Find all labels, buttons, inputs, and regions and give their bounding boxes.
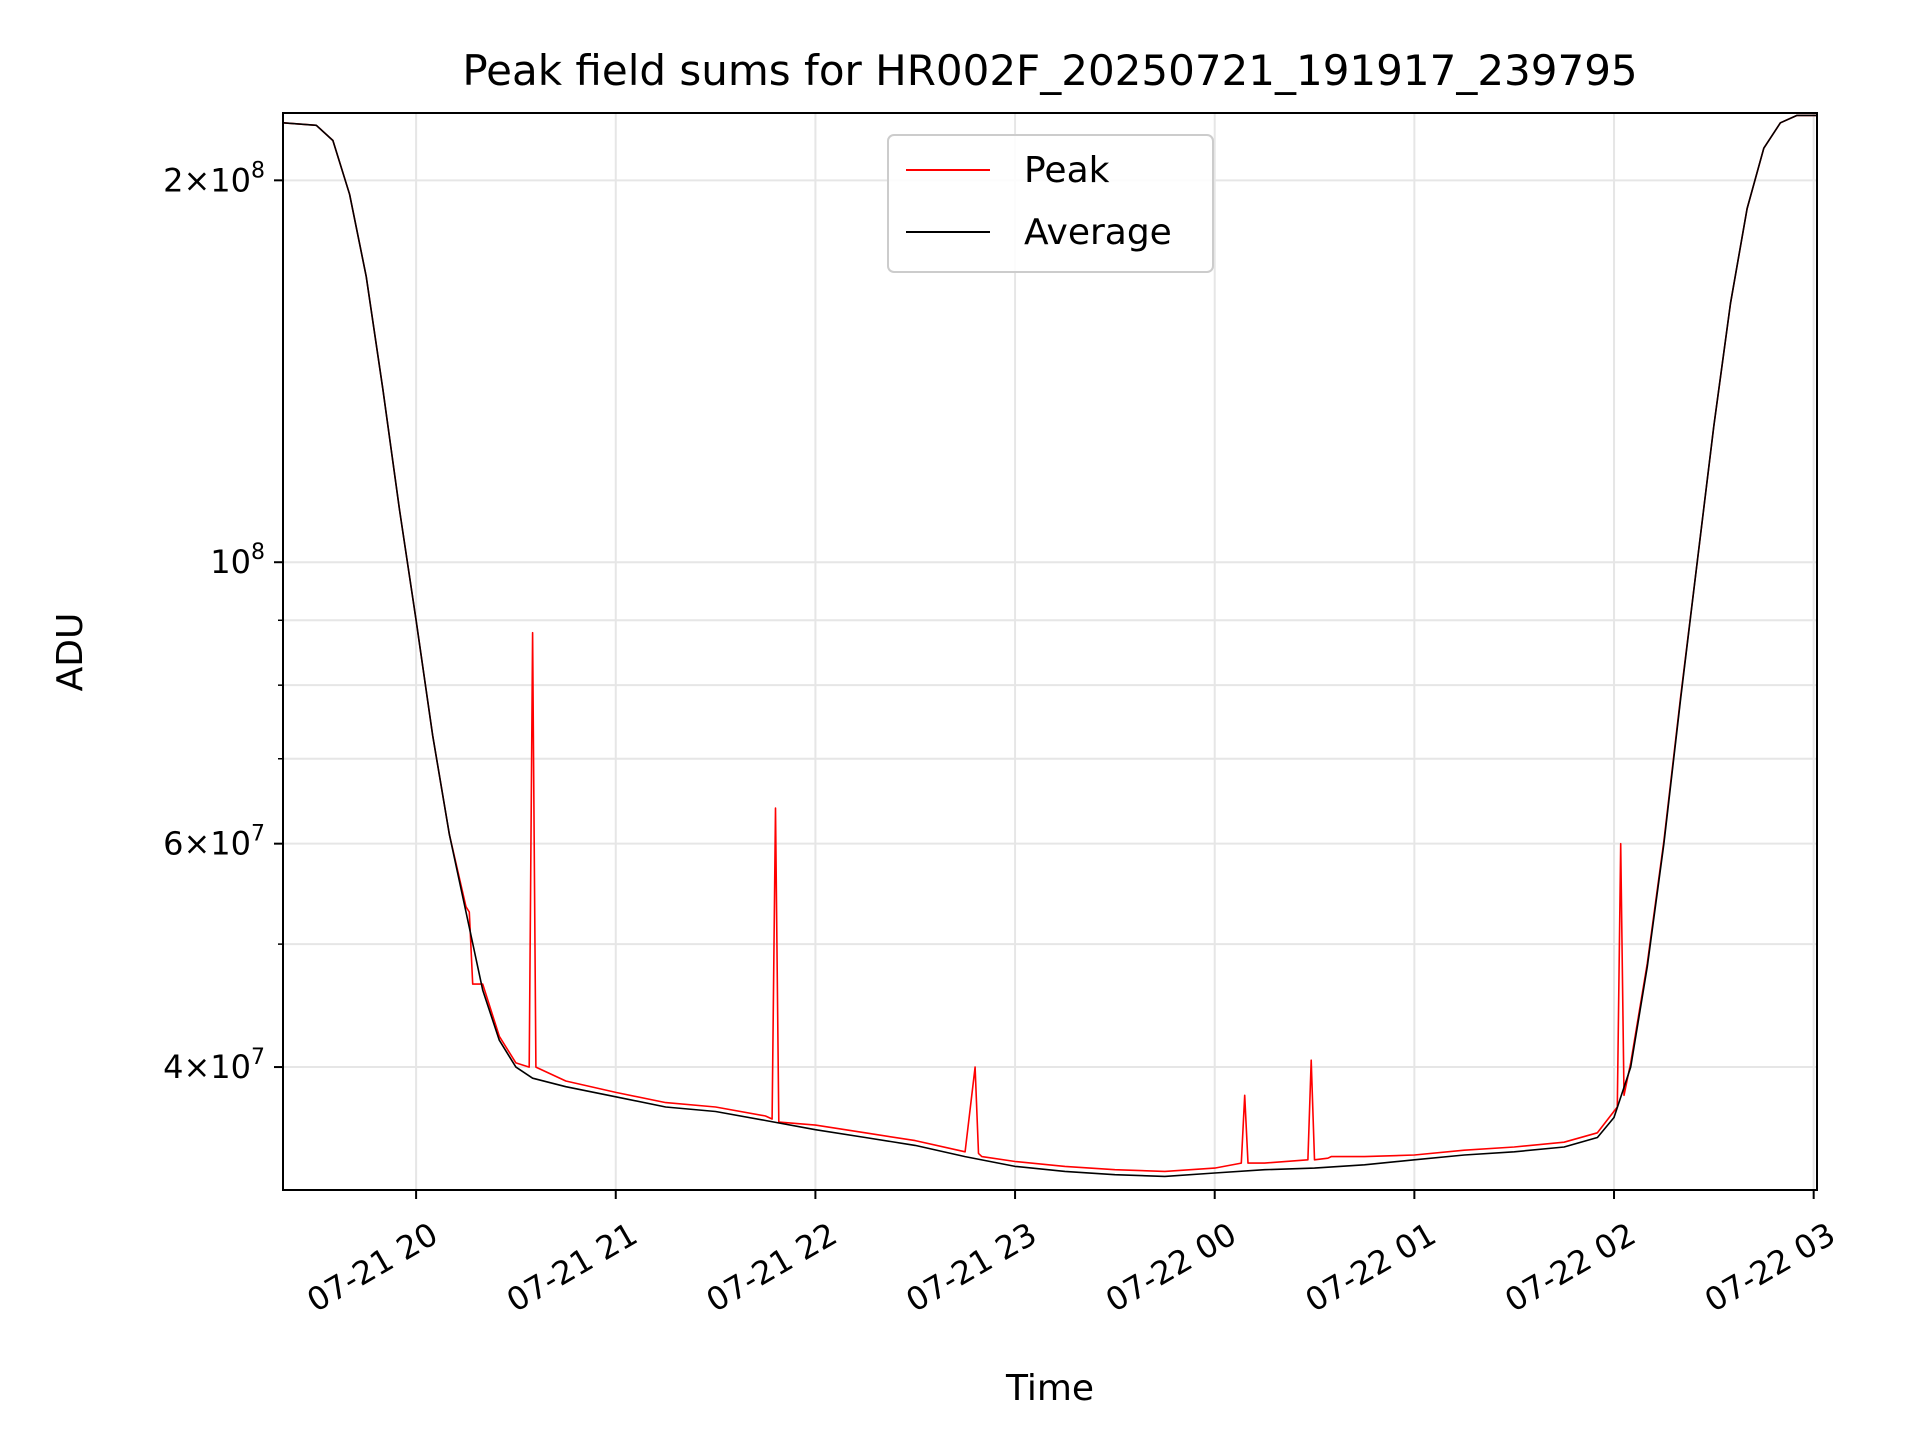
plot-frame [282,112,1818,1191]
legend-label-average: Average [1024,212,1172,253]
y-tick-label: 6×107 [163,822,265,863]
series-layer [282,114,1817,1178]
legend: Peak Average [887,134,1214,273]
x-axis-label: Time [1005,1368,1094,1409]
legend-label-peak: Peak [1024,150,1110,191]
series-line-average [282,114,1817,1178]
y-axis-label: ADU [50,613,91,692]
grid [283,113,1817,1190]
y-tick-label: 2×108 [163,158,265,199]
y-tick-label: 4×107 [163,1045,265,1086]
chart-title: Peak field sums for HR002F_20250721_1919… [462,46,1637,95]
